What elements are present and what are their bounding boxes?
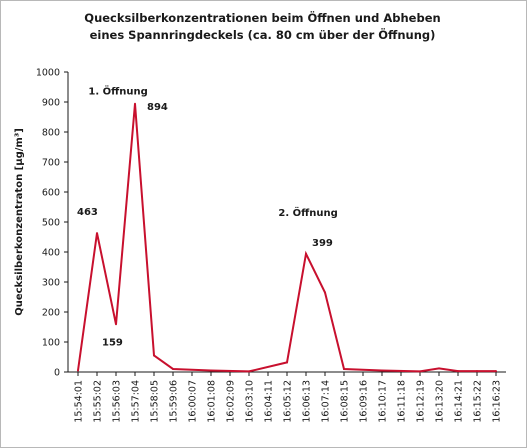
data-point <box>419 370 421 373</box>
data-label: 399 <box>312 238 333 249</box>
y-tick-label: 600 <box>42 188 60 199</box>
x-tick-label: 15:59:06 <box>169 380 180 423</box>
data-point <box>115 323 117 326</box>
data-point <box>77 369 79 372</box>
x-tick-label: 16:15:22 <box>473 380 484 423</box>
y-tick-label: 1000 <box>36 68 60 79</box>
y-tick-label: 400 <box>42 248 60 259</box>
annotation-label-1: 1. Öffnung <box>88 84 147 98</box>
x-tick-label: 16:01:08 <box>207 380 218 423</box>
data-point <box>134 102 136 105</box>
data-point <box>172 368 174 370</box>
x-tick-label: 16:07:14 <box>321 380 332 423</box>
x-tick-label: 15:56:03 <box>112 380 123 423</box>
chart-title: Quecksilberkonzentrationen beim Öffnen u… <box>0 10 525 44</box>
y-tick-label: 800 <box>42 128 60 139</box>
x-tick-label: 16:05:12 <box>283 380 294 423</box>
y-tick-label: 300 <box>42 278 60 289</box>
x-tick-label: 16:14:21 <box>454 380 465 423</box>
x-tick-label: 16:16:23 <box>492 380 503 423</box>
x-tick-label: 16:00:07 <box>188 380 199 423</box>
x-tick-label: 16:09:16 <box>359 380 370 423</box>
y-tick-label: 100 <box>42 338 60 349</box>
data-point <box>286 361 288 364</box>
x-tick-label: 15:58:05 <box>150 380 161 423</box>
data-point <box>457 370 459 373</box>
x-tick-label: 16:03:10 <box>245 380 256 423</box>
y-tick-label: 0 <box>54 368 60 379</box>
x-tick-label: 16:04:11 <box>264 380 275 423</box>
x-tick-label: 16:11:18 <box>397 380 408 423</box>
data-label: 463 <box>77 207 98 218</box>
x-tick-label: 16:08:15 <box>340 380 351 423</box>
data-point <box>476 370 478 373</box>
x-tick-label: 16:13:20 <box>435 380 446 423</box>
x-tick-label: 15:57:04 <box>131 380 142 423</box>
data-label: 894 <box>147 102 168 113</box>
y-axis-label: Quecksilberkonzentraton [µg/m³] <box>14 128 25 316</box>
data-label: 159 <box>102 337 123 348</box>
y-tick-label: 700 <box>42 158 60 169</box>
x-tick-label: 16:10:17 <box>378 380 389 423</box>
x-tick-label: 16:02:09 <box>226 380 237 423</box>
chart-title-line-2: eines Spannringdeckels (ca. 80 cm über d… <box>89 28 436 42</box>
data-point <box>153 354 155 357</box>
data-point <box>305 252 307 255</box>
data-point <box>324 291 326 294</box>
y-tick-label: 500 <box>42 218 60 229</box>
data-point <box>210 369 212 372</box>
x-tick-label: 15:54:01 <box>74 380 85 423</box>
y-tick-label: 900 <box>42 98 60 109</box>
x-tick-label: 15:55:02 <box>93 380 104 423</box>
series-line <box>77 103 496 373</box>
y-tick-label: 200 <box>42 308 60 319</box>
data-point <box>343 368 345 370</box>
data-point <box>248 370 250 373</box>
annotation-label-2: 2. Öffnung <box>278 205 337 219</box>
data-point <box>96 232 98 235</box>
data-point <box>381 369 383 372</box>
data-point <box>495 370 497 373</box>
x-tick-label: 16:06:13 <box>302 380 313 423</box>
data-point <box>438 367 440 370</box>
chart-title-line-1: Quecksilberkonzentrationen beim Öffnen u… <box>84 11 441 25</box>
x-tick-label: 16:12:19 <box>416 380 427 423</box>
